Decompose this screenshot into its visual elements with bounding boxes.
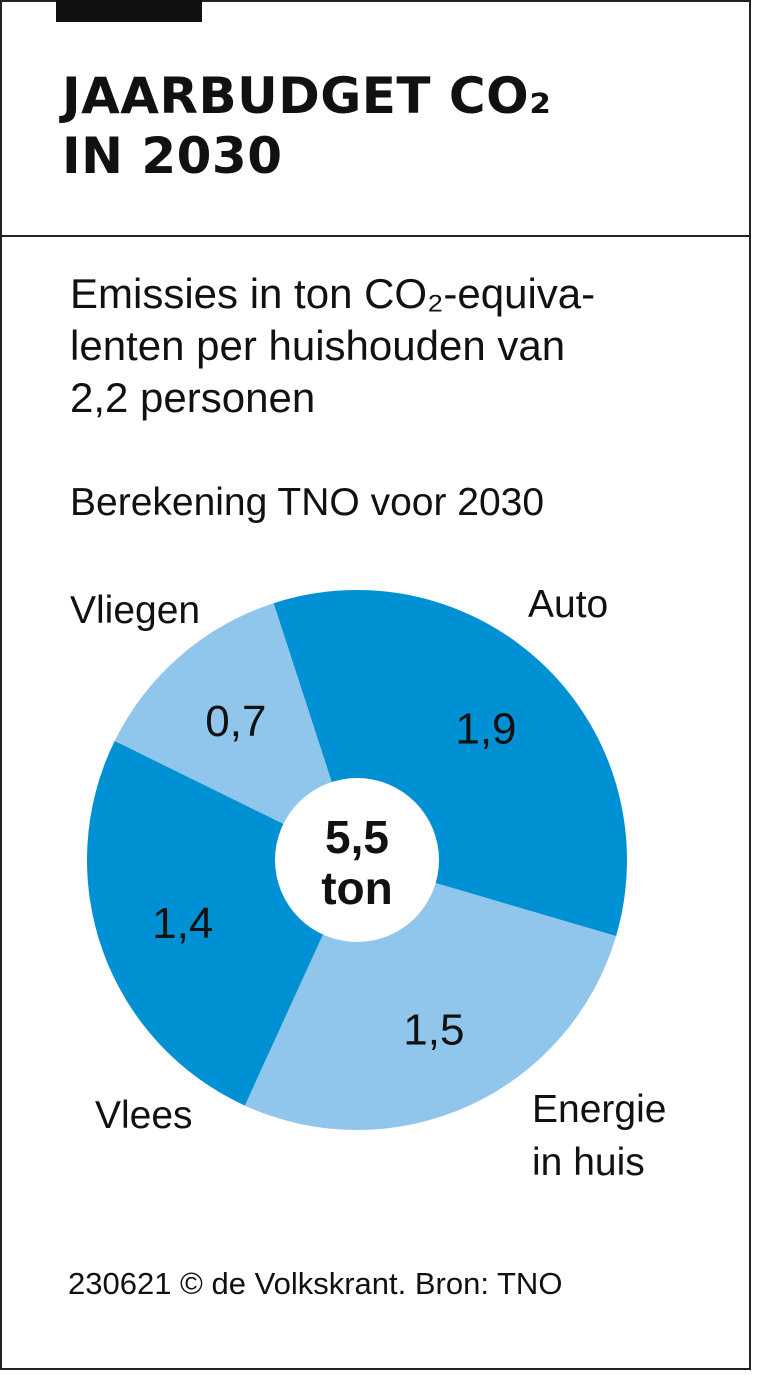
value-label-vlees: 1,4 [152, 899, 213, 948]
value-label-energie-in-huis: 1,5 [403, 1005, 464, 1054]
slice-value-labels: 1,9 1,5 1,4 0,7 [152, 697, 516, 1054]
category-label-vlees: Vlees [95, 1094, 193, 1137]
value-label-auto: 1,9 [455, 704, 516, 753]
calculation-note: Berekening TNO voor 2030 [70, 481, 545, 524]
donut-hole [275, 778, 439, 942]
pie-slice-vliegen [114, 603, 357, 860]
chart-subtitle: Emissies in ton CO₂-equiva- lenten per h… [70, 270, 596, 421]
category-label-vliegen: Vliegen [70, 589, 200, 632]
center-total-value: 5,5 [325, 811, 389, 863]
chart-title: JAARBUDGET CO₂ IN 2030 [62, 67, 552, 185]
center-total-unit: ton [321, 862, 393, 914]
category-label-energie-in-huis: Energie in huis [532, 1088, 666, 1184]
slice-category-labels: Auto Energie in huis Vlees Vliegen [70, 583, 666, 1184]
source-credit: 230621 © de Volkskrant. Bron: TNO [68, 1266, 563, 1301]
value-label-vliegen: 0,7 [205, 697, 266, 746]
header-divider [0, 235, 751, 237]
top-accent-bar [56, 0, 202, 22]
category-label-auto: Auto [528, 583, 608, 626]
